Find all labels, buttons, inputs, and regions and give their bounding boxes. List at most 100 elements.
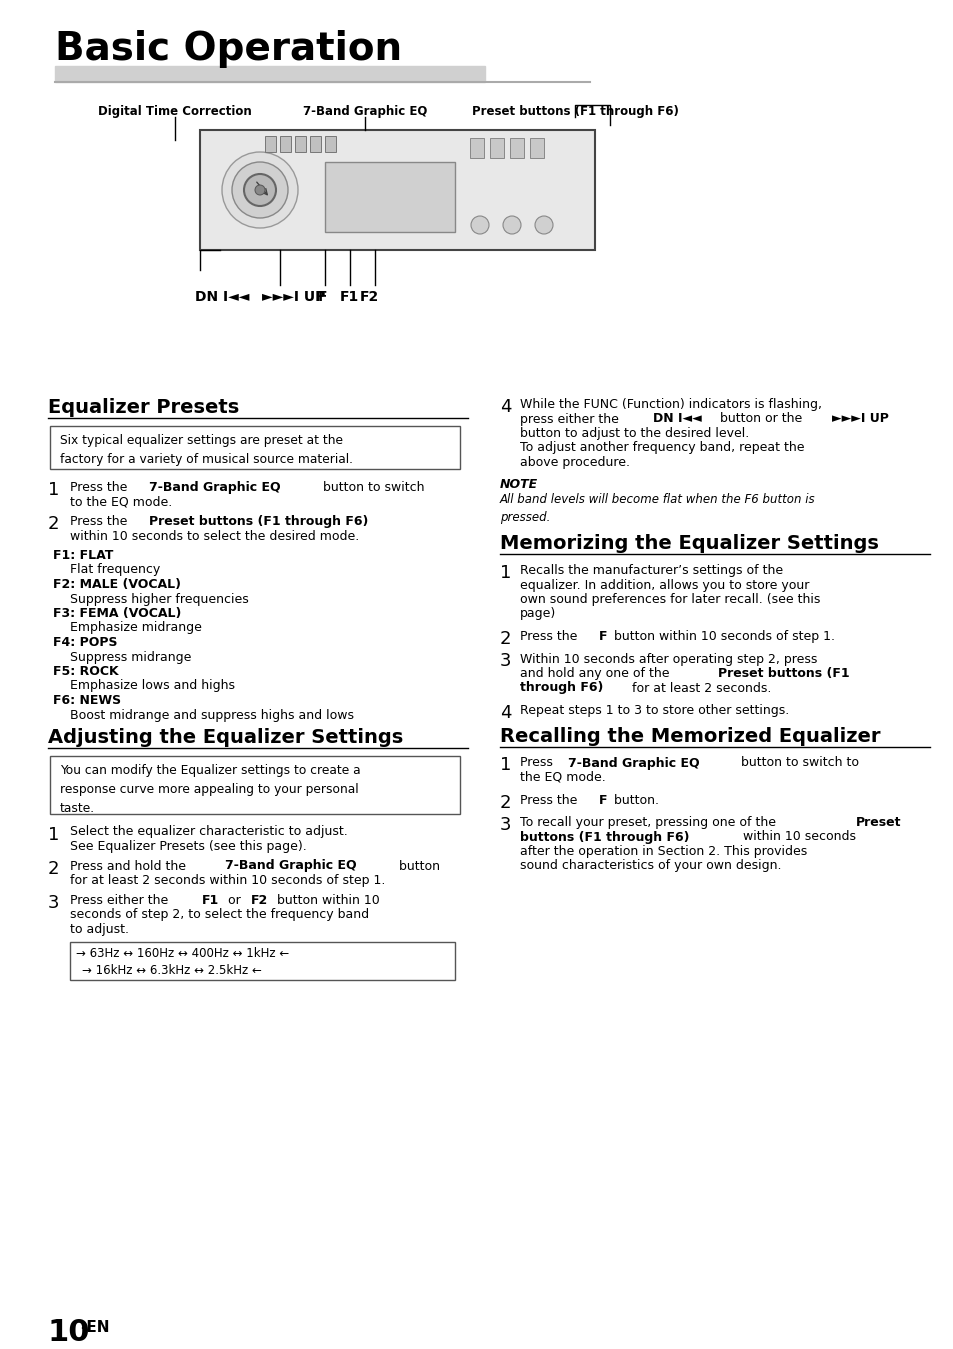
Text: Flat frequency: Flat frequency	[70, 564, 160, 576]
Text: Digital Time Correction: Digital Time Correction	[98, 105, 252, 117]
Text: Repeat steps 1 to 3 to store other settings.: Repeat steps 1 to 3 to store other setti…	[519, 704, 788, 718]
Text: F1: F1	[339, 290, 359, 304]
Text: F6: NEWS: F6: NEWS	[53, 693, 121, 707]
Circle shape	[254, 185, 265, 196]
Text: Press the: Press the	[519, 793, 580, 807]
Text: Memorizing the Equalizer Settings: Memorizing the Equalizer Settings	[499, 534, 878, 553]
Text: Preset buttons (F1 through F6): Preset buttons (F1 through F6)	[149, 515, 368, 527]
Bar	[50, 755, 459, 813]
Bar	[490, 138, 503, 158]
Text: While the FUNC (Function) indicators is flashing,: While the FUNC (Function) indicators is …	[519, 398, 821, 411]
Text: 1: 1	[499, 757, 511, 774]
Text: F: F	[598, 630, 607, 643]
Text: after the operation in Section 2. This provides: after the operation in Section 2. This p…	[519, 844, 806, 858]
Text: 7-Band Graphic EQ: 7-Band Graphic EQ	[149, 482, 280, 494]
Text: ►►►I UP: ►►►I UP	[831, 413, 888, 425]
Text: -EN: -EN	[80, 1321, 110, 1336]
Text: 2: 2	[499, 630, 511, 648]
Text: Emphasize midrange: Emphasize midrange	[70, 622, 202, 634]
Text: → 63Hz ↔ 160Hz ↔ 400Hz ↔ 1kHz ←: → 63Hz ↔ 160Hz ↔ 400Hz ↔ 1kHz ←	[76, 947, 289, 960]
Text: 1: 1	[499, 564, 511, 581]
Bar	[530, 138, 543, 158]
Text: 4: 4	[499, 398, 511, 415]
Text: button or the: button or the	[715, 413, 805, 425]
Text: F2: MALE (VOCAL): F2: MALE (VOCAL)	[53, 577, 181, 591]
Circle shape	[222, 152, 297, 228]
Text: or: or	[224, 893, 245, 907]
Text: To recall your preset, pressing one of the: To recall your preset, pressing one of t…	[519, 816, 780, 830]
Text: Press the: Press the	[519, 630, 580, 643]
Text: Press either the: Press either the	[70, 893, 172, 907]
Text: Suppress higher frequencies: Suppress higher frequencies	[70, 592, 249, 606]
Text: Press the: Press the	[70, 482, 132, 494]
Text: Preset buttons (F1 through F6): Preset buttons (F1 through F6)	[471, 105, 678, 117]
Text: Equalizer Presets: Equalizer Presets	[48, 398, 239, 417]
Text: button.: button.	[610, 793, 659, 807]
Text: 1: 1	[48, 482, 59, 499]
Text: for at least 2 seconds.: for at least 2 seconds.	[627, 681, 770, 695]
Text: You can modify the Equalizer settings to create a
response curve more appealing : You can modify the Equalizer settings to…	[60, 764, 360, 815]
Bar	[325, 136, 335, 152]
Text: 2: 2	[499, 793, 511, 812]
Text: Preset buttons (F1: Preset buttons (F1	[718, 666, 849, 680]
Text: button: button	[395, 859, 439, 873]
Text: See Equalizer Presets (see this page).: See Equalizer Presets (see this page).	[70, 840, 307, 853]
Bar	[200, 130, 595, 250]
Text: 1: 1	[48, 826, 59, 843]
Text: Recalling the Memorized Equalizer: Recalling the Memorized Equalizer	[499, 727, 880, 746]
Text: F1: F1	[202, 893, 219, 907]
Circle shape	[535, 216, 553, 233]
Text: within 10 seconds to select the desired mode.: within 10 seconds to select the desired …	[70, 530, 359, 542]
Text: 3: 3	[499, 816, 511, 834]
Text: through F6): through F6)	[519, 681, 602, 695]
Bar	[280, 136, 291, 152]
Text: button within 10: button within 10	[273, 893, 379, 907]
Text: Adjusting the Equalizer Settings: Adjusting the Equalizer Settings	[48, 728, 403, 747]
Text: F2: F2	[359, 290, 379, 304]
Bar	[265, 136, 275, 152]
Text: F2: F2	[251, 893, 268, 907]
Text: 7-Band Graphic EQ: 7-Band Graphic EQ	[567, 757, 699, 769]
Text: 2: 2	[48, 859, 59, 877]
Text: Emphasize lows and highs: Emphasize lows and highs	[70, 680, 234, 692]
Circle shape	[471, 216, 489, 233]
Text: within 10 seconds: within 10 seconds	[738, 831, 855, 843]
Circle shape	[244, 174, 275, 206]
Text: Select the equalizer characteristic to adjust.: Select the equalizer characteristic to a…	[70, 826, 348, 839]
Text: F5: ROCK: F5: ROCK	[53, 665, 118, 679]
Text: Boost midrange and suppress highs and lows: Boost midrange and suppress highs and lo…	[70, 708, 354, 722]
Text: Press and hold the: Press and hold the	[70, 859, 190, 873]
Text: 10: 10	[48, 1318, 91, 1348]
Bar	[50, 426, 459, 469]
Text: button to switch: button to switch	[318, 482, 424, 494]
Text: Press the: Press the	[70, 515, 132, 527]
Circle shape	[232, 162, 288, 219]
Text: above procedure.: above procedure.	[519, 456, 629, 469]
Text: F1: FLAT: F1: FLAT	[53, 549, 113, 563]
Text: the EQ mode.: the EQ mode.	[519, 772, 605, 784]
Bar	[470, 138, 483, 158]
Text: Within 10 seconds after operating step 2, press: Within 10 seconds after operating step 2…	[519, 653, 817, 665]
Text: press either the: press either the	[519, 413, 622, 425]
Text: button to adjust to the desired level.: button to adjust to the desired level.	[519, 428, 748, 440]
Bar	[325, 162, 455, 232]
Text: F3: FEMA (VOCAL): F3: FEMA (VOCAL)	[53, 607, 181, 621]
Text: button within 10 seconds of step 1.: button within 10 seconds of step 1.	[610, 630, 834, 643]
Text: NOTE: NOTE	[499, 479, 537, 491]
Text: To adjust another frequency band, repeat the: To adjust another frequency band, repeat…	[519, 441, 803, 455]
Text: DN I◄◄: DN I◄◄	[652, 413, 700, 425]
Text: to adjust.: to adjust.	[70, 923, 129, 935]
Text: F: F	[317, 290, 327, 304]
Text: for at least 2 seconds within 10 seconds of step 1.: for at least 2 seconds within 10 seconds…	[70, 874, 385, 888]
Bar	[70, 942, 455, 979]
Text: DN I◄◄: DN I◄◄	[194, 290, 249, 304]
Text: F4: POPS: F4: POPS	[53, 635, 117, 649]
Text: Press: Press	[519, 757, 557, 769]
Bar	[510, 138, 523, 158]
Text: equalizer. In addition, allows you to store your: equalizer. In addition, allows you to st…	[519, 579, 808, 591]
Text: All band levels will become flat when the F6 button is
pressed.: All band levels will become flat when th…	[499, 492, 815, 523]
Text: → 16kHz ↔ 6.3kHz ↔ 2.5kHz ←: → 16kHz ↔ 6.3kHz ↔ 2.5kHz ←	[82, 963, 262, 977]
Bar	[294, 136, 306, 152]
Circle shape	[502, 216, 520, 233]
Text: Six typical equalizer settings are preset at the
factory for a variety of musica: Six typical equalizer settings are prese…	[60, 434, 353, 465]
